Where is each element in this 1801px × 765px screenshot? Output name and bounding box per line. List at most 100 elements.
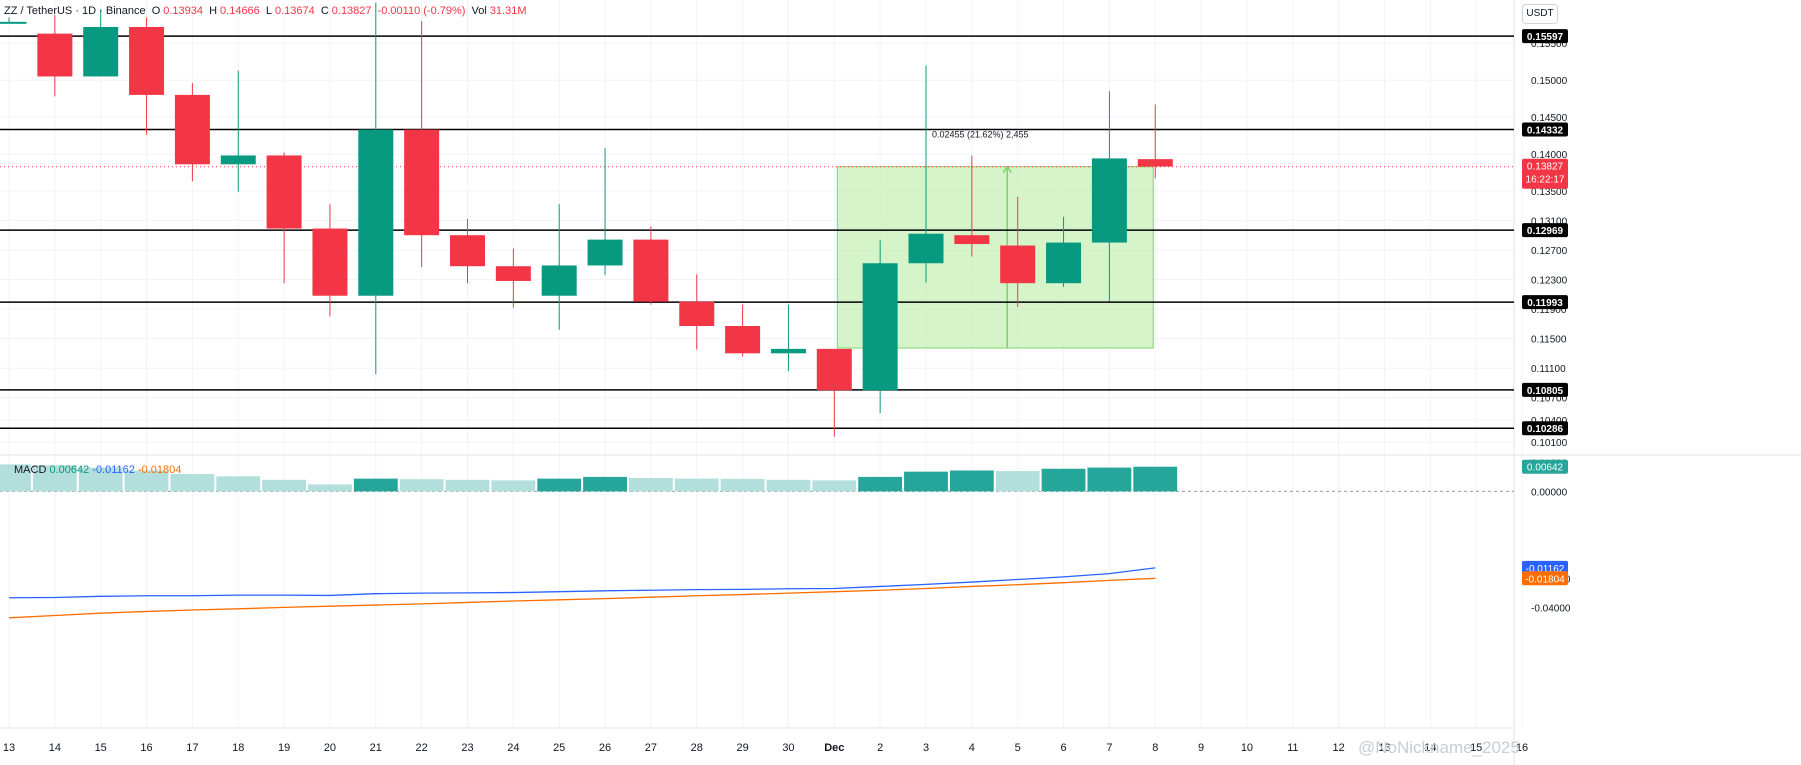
macd-histogram-value: 0.00642 (49, 464, 90, 476)
symbol-title[interactable]: ZZ / TetherUS · 1D · Binance (4, 5, 146, 17)
macd-histogram-bar (308, 484, 352, 492)
current-price-tag (1522, 158, 1568, 189)
macd-line (8, 567, 1156, 599)
price-axis-tick-label: 0.13500 (1531, 187, 1568, 198)
level-axis-tag (1522, 223, 1568, 238)
candle-body[interactable] (725, 326, 761, 354)
candle-body[interactable] (908, 233, 944, 264)
candle-body[interactable] (266, 155, 302, 229)
macd-histogram-bar (1041, 468, 1086, 492)
current-price-label: 0.13827 (1527, 162, 1564, 173)
time-axis-tick-label: 9 (1198, 742, 1204, 754)
macd-histogram-bar (353, 478, 398, 492)
time-axis-tick-label: 4 (969, 742, 975, 754)
candle-body[interactable] (83, 26, 119, 77)
measure-range-label: 0.02455 (21.62%) 2,455 (932, 130, 1029, 140)
candle-body[interactable] (679, 301, 715, 327)
candle-body[interactable] (129, 26, 165, 95)
macd-histogram-bar (949, 470, 994, 492)
time-axis-tick-label: 16 (140, 742, 152, 754)
level-axis-tag (1522, 382, 1568, 397)
price-axis-tick-label: 0.10100 (1531, 438, 1568, 449)
macd-histogram-bar (0, 464, 31, 492)
price-axis-tick-label: 0.10700 (1531, 394, 1568, 405)
macd-indicator-name[interactable]: MACD (14, 464, 47, 476)
price-axis-tick-label: 0.11900 (1531, 305, 1567, 316)
time-axis-tick-label: 25 (553, 742, 565, 754)
open-value: 0.13934 (163, 5, 204, 17)
candle-body[interactable] (220, 155, 256, 165)
time-axis-tick-label: 3 (923, 742, 929, 754)
candle-body[interactable] (1137, 159, 1173, 167)
time-axis-tick-label: 5 (1015, 742, 1021, 754)
candle-body[interactable] (816, 348, 852, 391)
candle-body[interactable] (404, 129, 440, 236)
macd-line-tag-label: -0.01162 (1526, 564, 1565, 575)
time-axis-tick-label: 8 (1152, 742, 1158, 754)
candle-body[interactable] (862, 263, 898, 391)
change-value: -0.00110 (-0.79%) (377, 5, 466, 17)
time-axis-tick-label: 2 (877, 742, 883, 754)
candle-body[interactable] (1046, 242, 1082, 284)
candle-body[interactable] (358, 129, 394, 296)
level-axis-label: 0.11993 (1527, 298, 1563, 309)
level-axis-tag (1522, 29, 1568, 44)
candle-body[interactable] (1000, 245, 1036, 284)
level-axis-label: 0.12969 (1527, 226, 1564, 237)
time-axis-tick-label: 17 (186, 742, 198, 754)
candle-body[interactable] (770, 348, 806, 354)
candle-body[interactable] (633, 239, 669, 302)
macd-signal-value: -0.01804 (137, 464, 182, 476)
time-axis-tick-label: 7 (1106, 742, 1112, 754)
candle-body[interactable] (37, 33, 73, 77)
macd-histogram-bar (491, 480, 536, 492)
time-axis-tick-label: 16 (1516, 742, 1528, 754)
currency-selector[interactable]: USDT (1522, 4, 1558, 24)
candle-body[interactable] (0, 21, 27, 24)
candle-body[interactable] (495, 266, 531, 281)
macd-histogram-bar (720, 478, 765, 492)
macd-histogram-bar (1087, 467, 1132, 492)
level-axis-label: 0.14332 (1527, 125, 1564, 136)
time-axis-tick-label: 10 (1241, 742, 1253, 754)
price-axis-tick-label: 0.15000 (1531, 76, 1568, 87)
candle-body[interactable] (954, 235, 990, 245)
macd-histogram-tag-label: 0.00642 (1527, 463, 1564, 474)
candle-body[interactable] (450, 235, 485, 267)
time-axis-tick-label: 19 (278, 742, 290, 754)
candle-body[interactable] (174, 94, 210, 165)
macd-signal-tag-label: -0.01804 (1525, 574, 1565, 585)
volume-value: 31.31M (489, 5, 527, 17)
bar-countdown-label: 16:22:17 (1526, 175, 1565, 186)
candle-body[interactable] (587, 239, 623, 266)
macd-histogram-bar (216, 476, 261, 492)
time-axis-tick-label: 20 (324, 742, 336, 754)
candle-body[interactable] (1091, 158, 1127, 243)
macd-line-value: -0.01162 (92, 464, 135, 476)
measure-range-arrowhead (1002, 165, 1012, 174)
time-axis-tick-label: 6 (1060, 742, 1066, 754)
time-axis-tick-label: 13 (3, 742, 15, 754)
candle-body[interactable] (541, 265, 577, 296)
macd-histogram-bar (124, 470, 169, 492)
macd-histogram-bar (1133, 466, 1178, 492)
price-axis-tick-label: 0.11100 (1531, 364, 1566, 375)
level-axis-label: 0.10805 (1527, 386, 1564, 397)
macd-legend: MACD 0.00642 -0.01162 -0.01804 (14, 464, 181, 476)
time-axis-tick-label: 11 (1287, 742, 1298, 754)
macd-histogram-tag (1522, 459, 1568, 474)
time-axis-tick-label: 23 (461, 742, 473, 754)
time-axis-tick-label: 26 (599, 742, 611, 754)
level-axis-label: 0.15597 (1527, 32, 1564, 43)
candle-body[interactable] (312, 228, 348, 296)
price-axis-tick-label: 0.14000 (1531, 150, 1568, 161)
macd-histogram-bar (904, 471, 948, 492)
level-axis-label: 0.10286 (1527, 424, 1564, 435)
level-axis-tag (1522, 421, 1568, 436)
macd-histogram-bar (583, 476, 627, 492)
time-axis-tick-label: 27 (645, 742, 657, 754)
time-axis-tick-label: 15 (95, 742, 107, 754)
time-axis-tick-label: 14 (1424, 742, 1436, 754)
